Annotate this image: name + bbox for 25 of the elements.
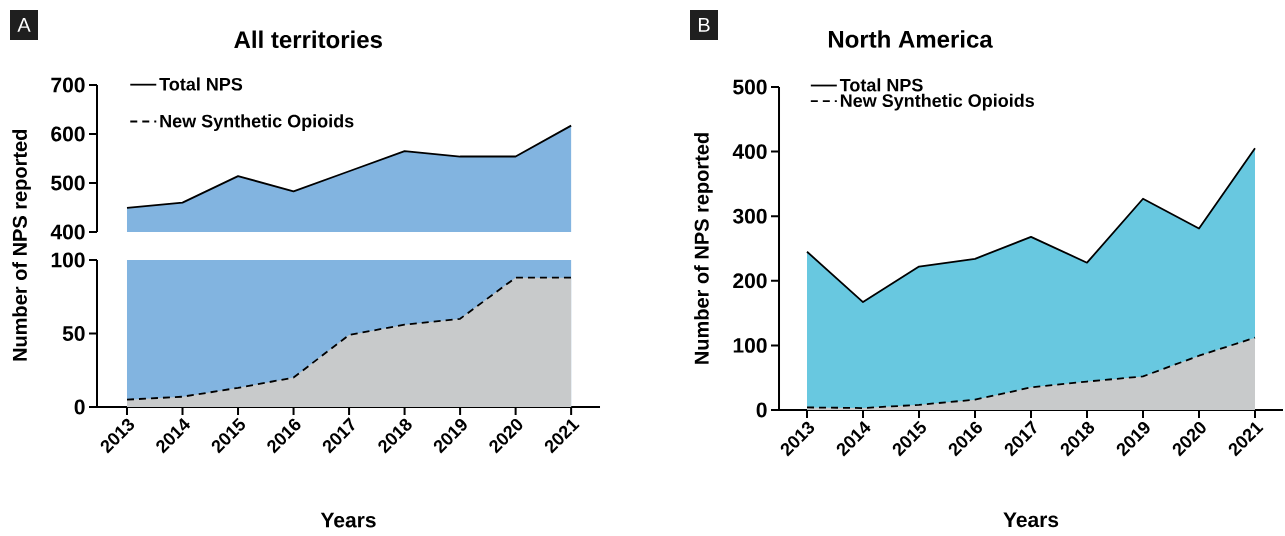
y-tick-label: 600 — [51, 126, 85, 142]
legend-label: Total NPS — [159, 77, 243, 91]
legend-label: Total NPS — [839, 78, 923, 92]
y-tick-label: 300 — [732, 208, 767, 224]
x-axis-title: Years — [320, 512, 376, 528]
chart-title: All territories — [234, 30, 382, 49]
y-tick-label: 400 — [732, 144, 767, 160]
chart-title: North America — [828, 30, 993, 48]
y-tick-label: 500 — [51, 175, 85, 191]
y-tick-label: 400 — [50, 224, 85, 240]
y-tick-label: 0 — [74, 399, 85, 415]
y-tick-label: 200 — [733, 273, 767, 289]
y-tick-label: 100 — [51, 252, 85, 268]
y-tick-label: 500 — [733, 79, 767, 95]
y-axis-title: Number of NPS reported — [12, 129, 31, 361]
text: B — [698, 18, 710, 32]
y-tick-label: 100 — [733, 337, 767, 353]
legend-label: New Synthetic Opioids — [160, 114, 354, 132]
text: A — [17, 18, 31, 32]
y-tick-label: 0 — [756, 402, 767, 418]
x-axis-title: Years — [1003, 512, 1059, 528]
y-tick-label: 50 — [62, 326, 85, 341]
y-axis-title: Number of NPS reported — [694, 133, 713, 364]
legend-label: New Synthetic Opioids — [840, 93, 1034, 111]
y-tick-label: 700 — [51, 77, 85, 93]
